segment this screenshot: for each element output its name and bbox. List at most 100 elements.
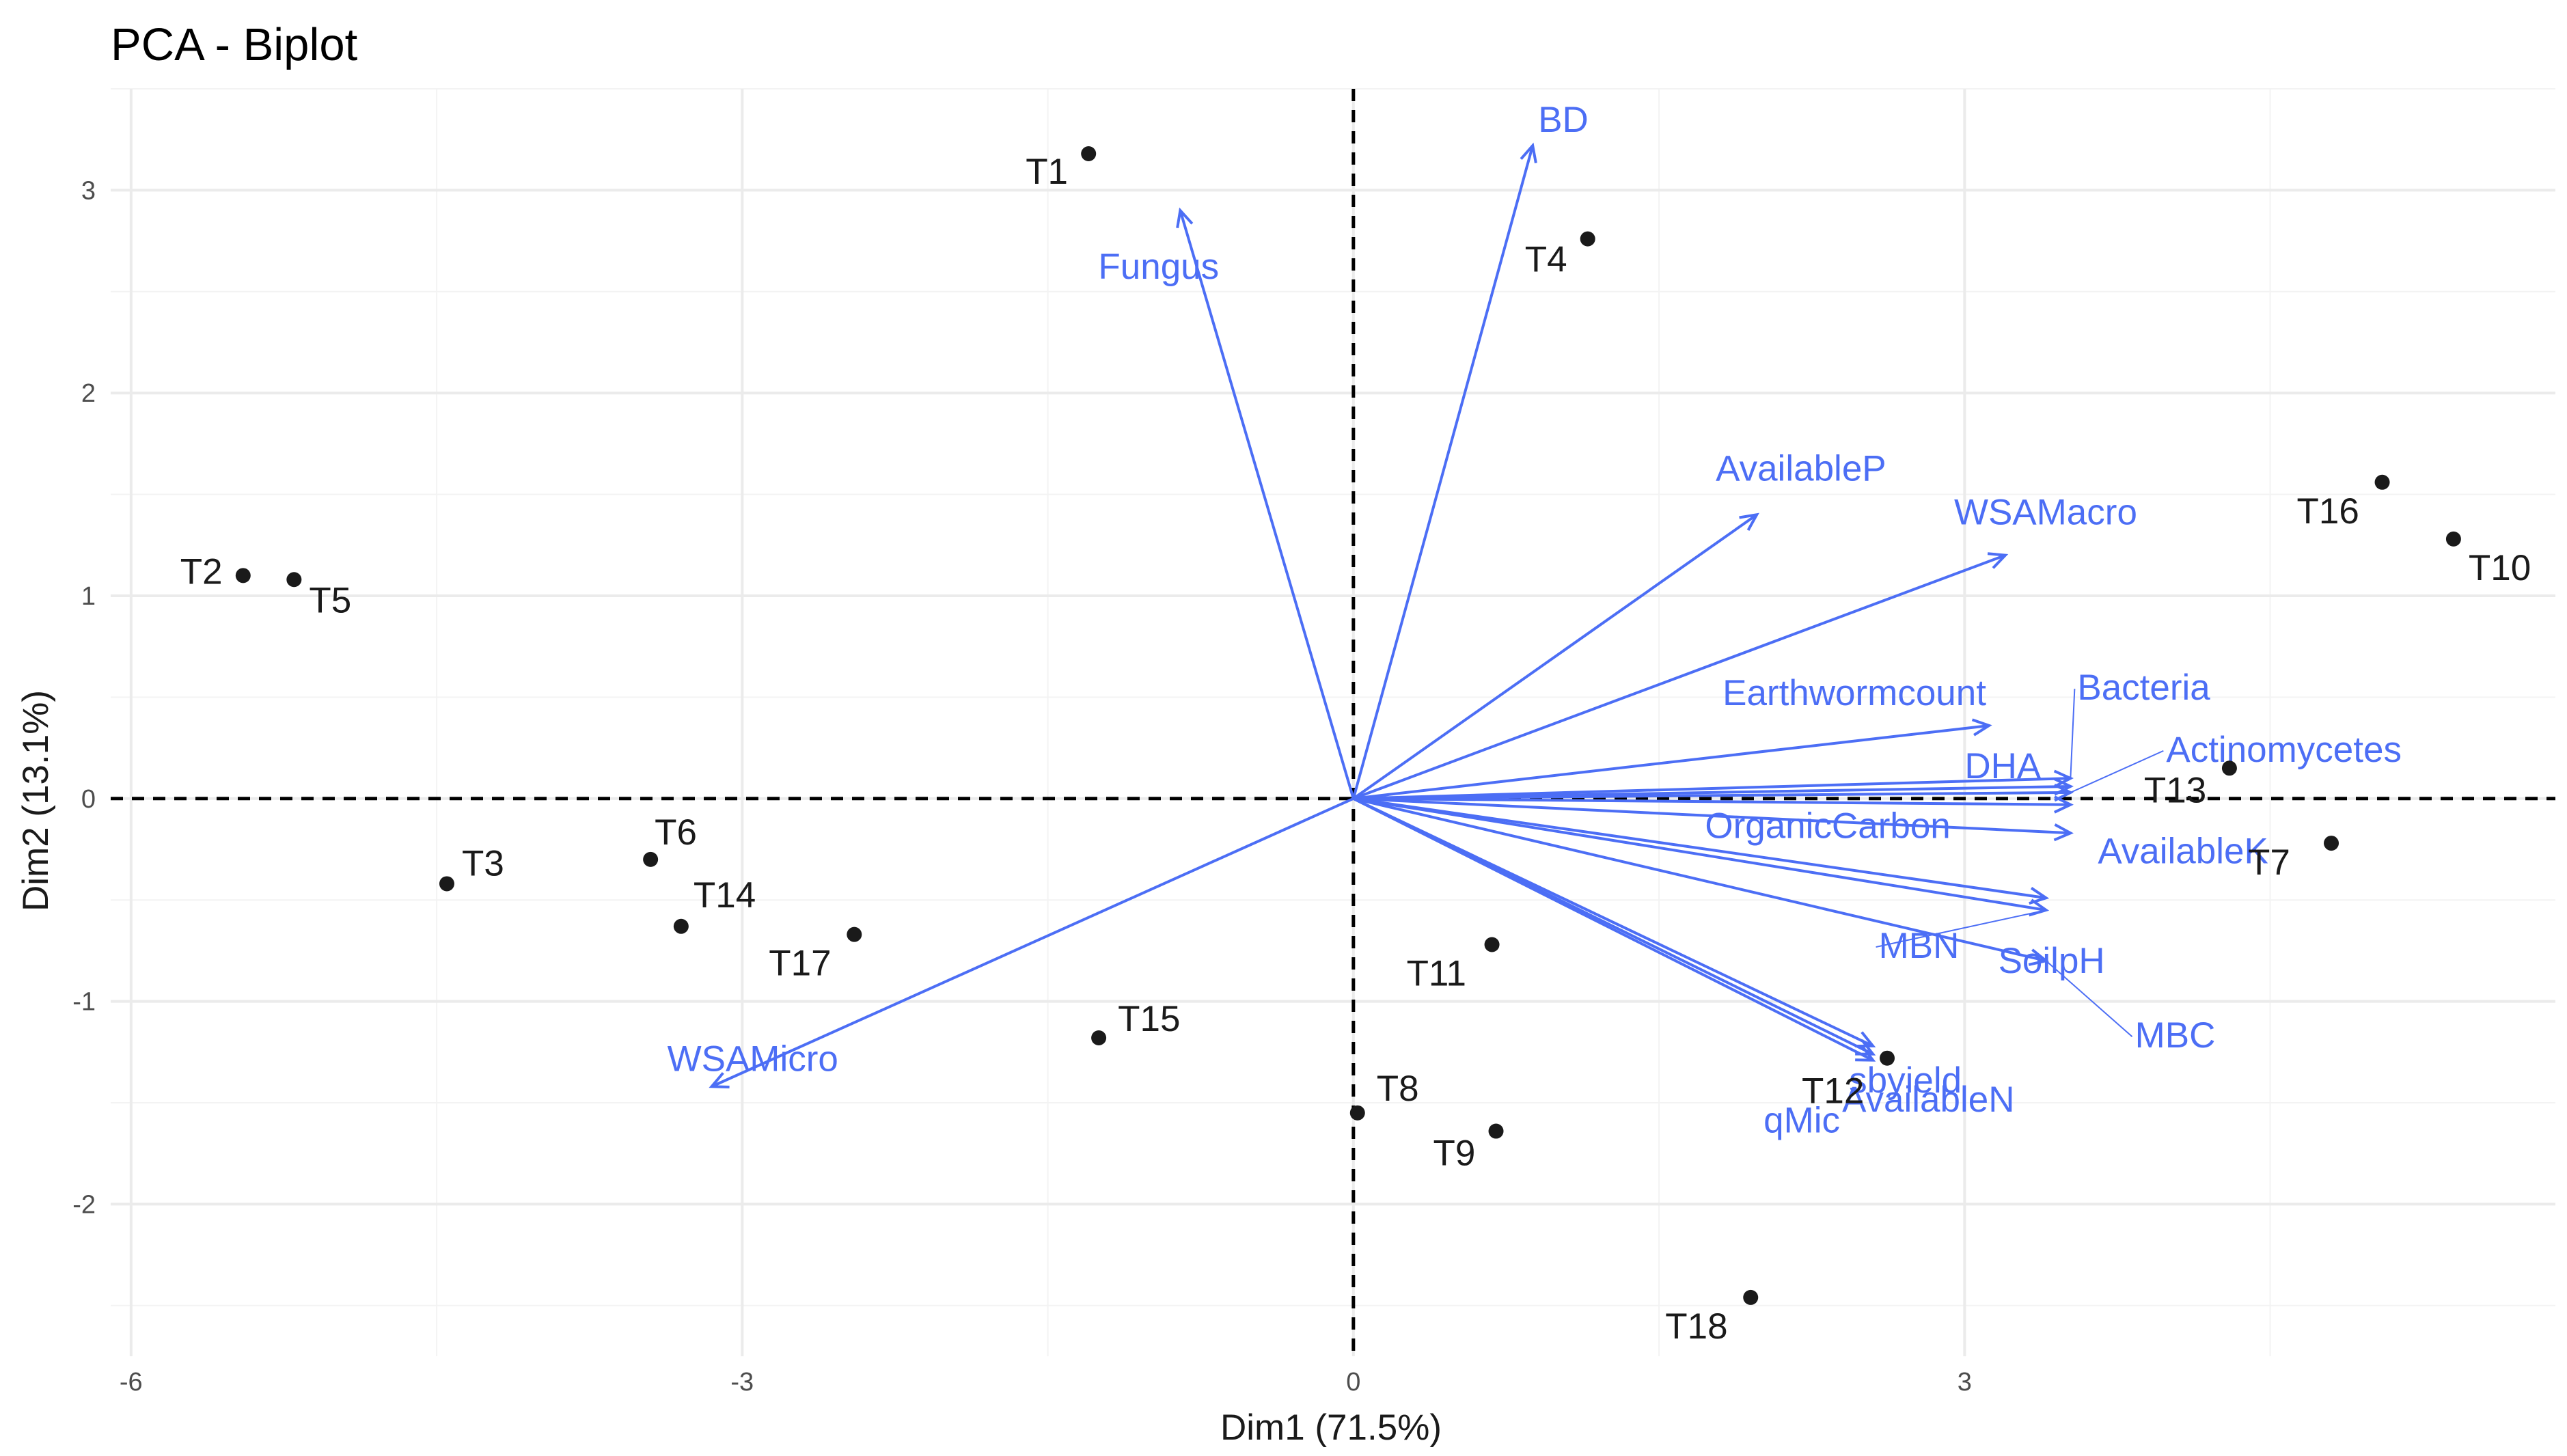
leader-line-bacteria <box>2070 689 2076 779</box>
observation-t18: T18 <box>1665 1289 1759 1347</box>
variable-arrow-actinomycetes: Actinomycetes <box>1353 730 2402 802</box>
y-tick-label: 2 <box>81 379 96 408</box>
variable-label-bd: BD <box>1538 100 1589 140</box>
observation-t3: T3 <box>439 843 504 892</box>
grid <box>111 88 2555 1356</box>
x-tick-label: 3 <box>1958 1368 1972 1397</box>
arrow-head-earthwormcount <box>1971 718 1992 737</box>
observation-label-t18: T18 <box>1665 1306 1727 1347</box>
leader-line-mbn <box>1876 909 2046 948</box>
arrow-shaft-availablep <box>1352 513 1758 800</box>
observation-t17: T17 <box>769 926 862 984</box>
variable-label-availablen: AvailableN <box>1842 1080 2014 1120</box>
observation-point-t1 <box>1081 146 1097 161</box>
arrow-shaft-actinomycetes <box>1353 791 2071 800</box>
variable-arrow-mbc: MBC <box>1353 797 2216 1056</box>
variable-label-availablek: AvailableK <box>2098 831 2268 871</box>
observation-t13: T13 <box>2144 760 2237 810</box>
arrow-shaft-earthwormcount <box>1353 724 1990 800</box>
observation-point-t2 <box>235 568 251 583</box>
observation-t6: T6 <box>643 812 697 867</box>
arrow-shaft-availablek <box>1353 797 2071 835</box>
observation-label-t2: T2 <box>180 551 223 592</box>
observation-point-t3 <box>439 876 454 892</box>
variable-arrow-fungus: Fungus <box>1098 207 1355 799</box>
arrow-shaft-wsamicro <box>711 797 1354 1088</box>
variable-label-bacteria: Bacteria <box>2077 668 2210 708</box>
reference-lines <box>111 89 2555 1356</box>
arrow-shaft-organiccarbon <box>1353 797 2071 806</box>
observation-label-t7: T7 <box>2248 842 2290 883</box>
variable-label-fungus: Fungus <box>1098 247 1219 287</box>
variable-arrow-availablek: AvailableK <box>1353 797 2268 871</box>
observation-label-t8: T8 <box>1377 1069 1419 1109</box>
variable-arrow-soilph: SoilpH <box>1353 797 2105 981</box>
arrow-head-availablen <box>1855 1031 1876 1048</box>
observation-point-t8 <box>1349 1105 1365 1121</box>
leader-line-actinomycetes <box>2070 750 2164 793</box>
x-tick-label: 0 <box>1346 1368 1360 1397</box>
variable-label-qmic: qMic <box>1763 1101 1840 1141</box>
y-tick-label: -2 <box>72 1190 96 1219</box>
variable-label-mbc: MBC <box>2135 1015 2216 1056</box>
observation-point-t11 <box>1484 937 1500 952</box>
observation-label-t11: T11 <box>1407 953 1466 993</box>
y-tick-label: 3 <box>81 176 96 205</box>
variable-label-soilph: SoilpH <box>1999 941 2105 981</box>
arrow-head-qmic <box>1855 1045 1876 1062</box>
observation-label-t1: T1 <box>1026 152 1068 192</box>
variable-label-availablep: AvailableP <box>1716 448 1886 489</box>
variable-arrow-earthwormcount: Earthwormcount <box>1353 673 1992 800</box>
arrow-head-organiccarbon <box>2054 795 2074 814</box>
x-tick-label: -3 <box>730 1368 754 1397</box>
arrow-shaft-fungus <box>1179 210 1355 799</box>
variable-label-wsamacro: WSAMacro <box>1954 493 2137 533</box>
observation-label-t14: T14 <box>694 875 756 916</box>
arrow-head-availablek <box>2053 823 2074 842</box>
observation-t8: T8 <box>1349 1069 1419 1121</box>
arrow-head-bd <box>1520 142 1537 164</box>
variable-label-earthwormcount: Earthwormcount <box>1722 673 1986 713</box>
arrow-head-bacteria <box>2053 769 2074 788</box>
variable-arrow-mbn: MBN <box>1353 797 2050 966</box>
observation-point-t5 <box>286 572 302 588</box>
observation-points: T1 T2 T3 T4 T5 T6 T7 T8 T9 T10 T11 T12 T13 T14 T15 T16 T… <box>180 146 2531 1347</box>
observation-t11: T11 <box>1407 937 1500 993</box>
observation-t16: T16 <box>2297 474 2390 532</box>
observation-point-t15 <box>1091 1030 1107 1046</box>
observation-point-t12 <box>1880 1050 1895 1066</box>
observation-point-t9 <box>1488 1123 1504 1139</box>
observation-label-t5: T5 <box>309 580 351 620</box>
variable-label-wsamicro: WSAMicro <box>668 1039 838 1079</box>
observation-label-t15: T15 <box>1118 999 1180 1039</box>
y-axis-title: Dim2 (13.1%) <box>16 690 56 911</box>
arrow-shaft-bd <box>1351 145 1535 799</box>
variable-arrow-availablep: AvailableP <box>1352 448 1886 800</box>
observation-point-t6 <box>643 851 659 867</box>
variable-label-sbyield: sbyield <box>1849 1060 1962 1101</box>
arrow-shaft-mbc <box>1353 797 2047 963</box>
observation-label-t3: T3 <box>462 843 504 883</box>
observation-t9: T9 <box>1433 1123 1504 1174</box>
arrow-shaft-wsamacro <box>1353 553 2006 800</box>
arrow-head-fungus <box>1176 207 1194 229</box>
observation-label-t12: T12 <box>1802 1071 1864 1112</box>
observation-label-t16: T16 <box>2297 491 2359 532</box>
variable-label-dha: DHA <box>1964 746 2042 786</box>
observation-point-t16 <box>2374 474 2390 490</box>
arrow-head-actinomycetes <box>2054 783 2074 802</box>
observation-label-t4: T4 <box>1525 240 1567 280</box>
observation-label-t13: T13 <box>2144 770 2206 810</box>
arrow-head-wsamicro <box>709 1072 730 1088</box>
observation-label-t17: T17 <box>769 944 831 984</box>
axis-ticks: -6 -3 0 3 -2 -1 0 1 2 3 <box>72 176 1972 1397</box>
observation-t15: T15 <box>1091 999 1180 1046</box>
x-tick-label: -6 <box>120 1368 143 1397</box>
observation-t7: T7 <box>2248 836 2339 883</box>
variable-label-mbn: MBN <box>1879 926 1960 966</box>
variable-arrow-wsamacro: WSAMacro <box>1353 493 2137 800</box>
x-axis-title: Dim1 (71.5%) <box>1220 1407 1442 1448</box>
variable-arrow-bd: BD <box>1351 100 1589 799</box>
y-tick-label: 1 <box>81 582 96 611</box>
